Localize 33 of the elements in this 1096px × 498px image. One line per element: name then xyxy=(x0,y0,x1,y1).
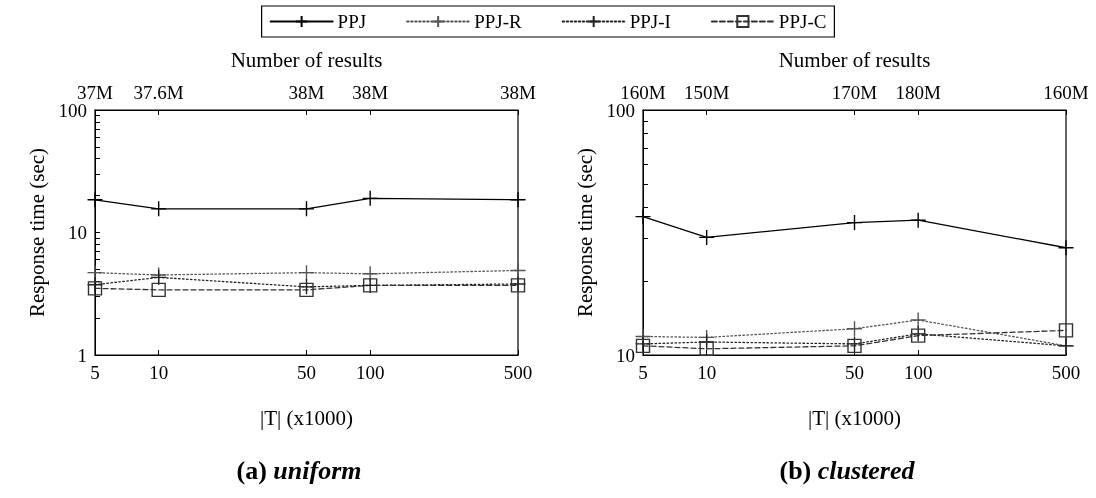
y-tick-label: 1 xyxy=(77,344,87,366)
x-axis-title: |T| (x1000) xyxy=(808,405,901,430)
text: 150M xyxy=(683,82,730,103)
x-tick-label: 10 xyxy=(149,362,169,383)
text: 37.6M xyxy=(133,82,184,103)
x-tick-label: 500 xyxy=(503,362,533,383)
text: 38M xyxy=(352,82,389,103)
text: 38M xyxy=(288,82,325,103)
x-tick-label: 5 xyxy=(638,362,648,383)
y-tick-label: 10 xyxy=(68,222,87,243)
x-tick-label: 5 xyxy=(90,362,100,383)
legend-label: PPJ-R xyxy=(474,11,522,32)
legend-label: PPJ-C xyxy=(778,11,827,32)
y-axis-title: Response time (sec) xyxy=(572,147,597,318)
x-axis-title: |T| (x1000) xyxy=(260,405,353,430)
text: 180M xyxy=(895,82,941,103)
text: (b) clustered xyxy=(779,455,916,485)
x2-axis-title: Number of results xyxy=(230,47,383,72)
text: 170M xyxy=(831,82,878,103)
y-axis-title: Response time (sec) xyxy=(24,147,49,318)
legend-label: PPJ-I xyxy=(629,11,671,32)
x-tick-label: 50 xyxy=(297,362,316,383)
x-tick-label: 10 xyxy=(697,362,717,383)
x-tick-label: 500 xyxy=(1051,362,1081,383)
legend-label: PPJ xyxy=(337,11,367,32)
x-tick-label: 100 xyxy=(355,362,385,383)
x2-axis-title: Number of results xyxy=(778,47,931,72)
text: (a) uniform xyxy=(236,455,362,485)
x-tick-label: 50 xyxy=(845,362,864,383)
text: 160M xyxy=(1043,82,1089,103)
text: 38M xyxy=(500,82,537,103)
text: 160M xyxy=(620,82,666,103)
x-tick-label: 100 xyxy=(903,362,933,383)
